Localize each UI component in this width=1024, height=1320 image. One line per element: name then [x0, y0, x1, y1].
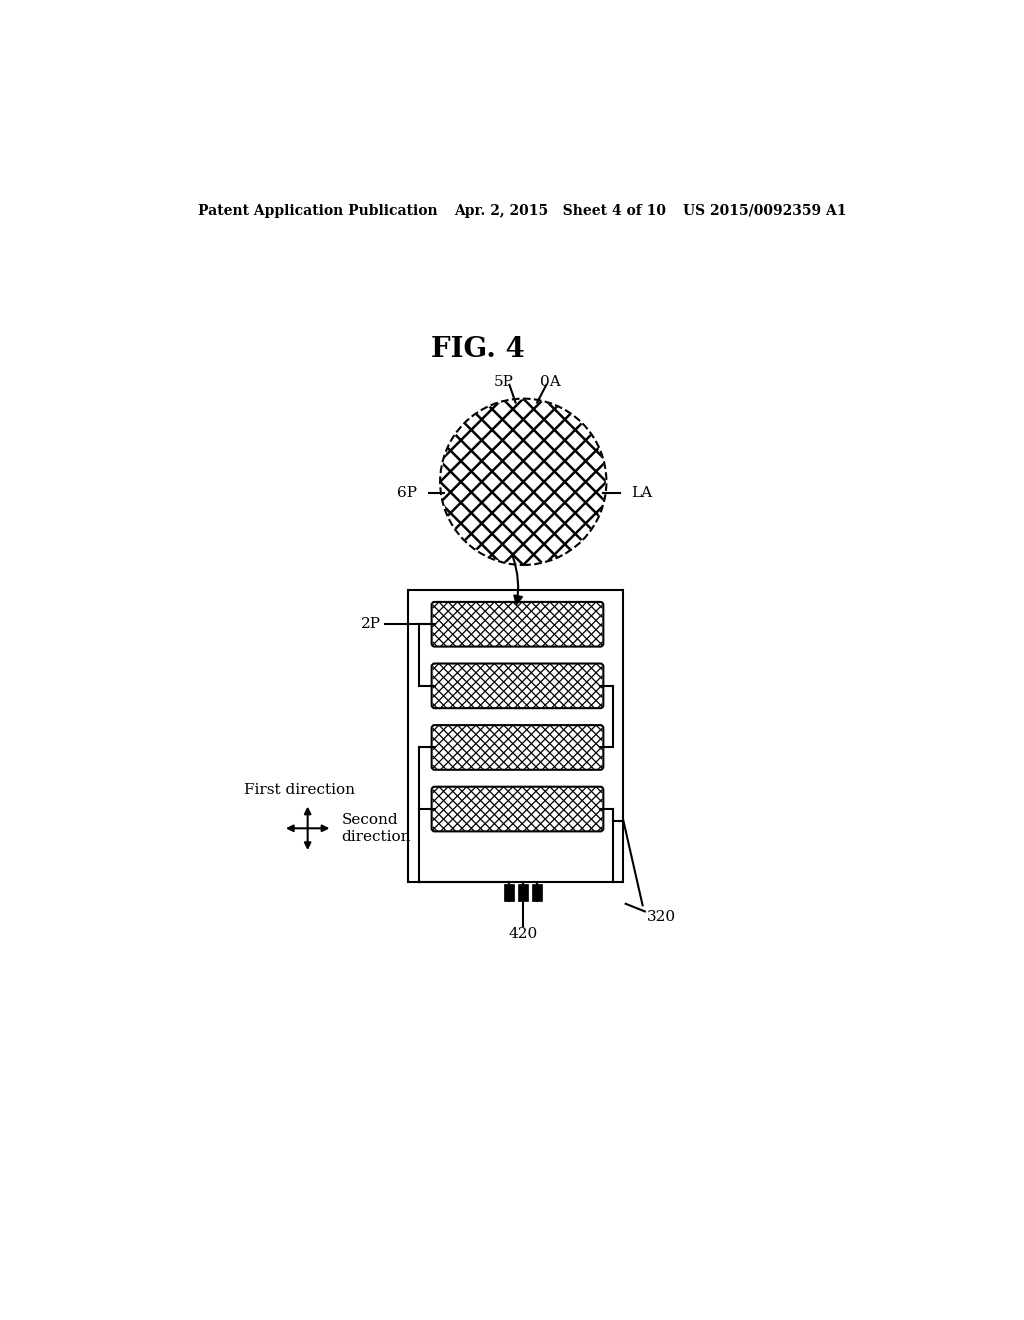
Text: US 2015/0092359 A1: US 2015/0092359 A1	[683, 203, 847, 218]
Bar	[532, 884, 542, 900]
Text: FIG. 4: FIG. 4	[431, 335, 524, 363]
Text: 420: 420	[509, 927, 538, 941]
Bar	[505, 884, 514, 900]
Text: Apr. 2, 2015   Sheet 4 of 10: Apr. 2, 2015 Sheet 4 of 10	[454, 203, 666, 218]
FancyBboxPatch shape	[432, 725, 603, 770]
Text: 6P: 6P	[397, 486, 417, 500]
Bar	[518, 884, 528, 900]
Text: LA: LA	[631, 486, 652, 500]
Bar	[408, 590, 624, 882]
Text: Patent Application Publication: Patent Application Publication	[199, 203, 438, 218]
FancyBboxPatch shape	[432, 787, 603, 832]
Text: 2P: 2P	[360, 618, 381, 631]
Text: 5P: 5P	[494, 375, 514, 388]
Text: 320: 320	[646, 909, 676, 924]
Text: First direction: First direction	[245, 783, 355, 797]
Text: 0A: 0A	[540, 375, 560, 388]
Text: Second
direction: Second direction	[342, 813, 411, 843]
FancyBboxPatch shape	[432, 602, 603, 647]
FancyBboxPatch shape	[432, 664, 603, 708]
